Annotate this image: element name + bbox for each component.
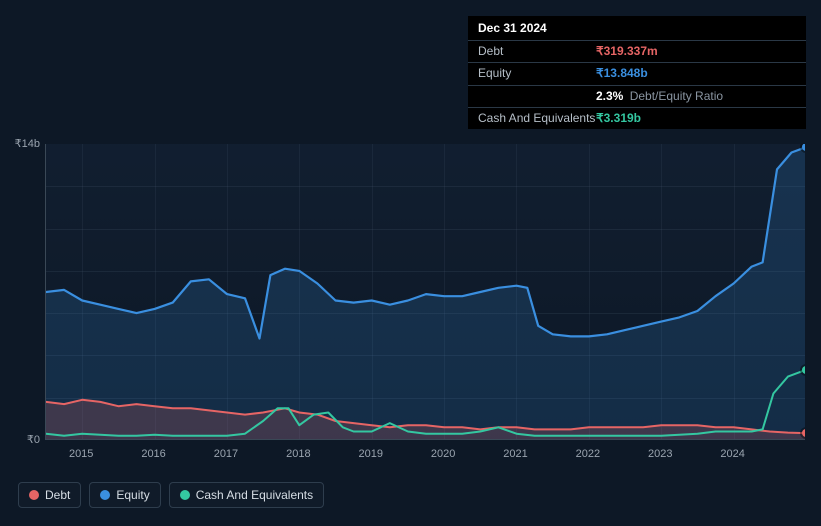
series-end-dot-debt: [802, 429, 805, 437]
tooltip-row-label: Equity: [478, 67, 596, 80]
legend-swatch: [29, 490, 39, 500]
legend-item-cash[interactable]: Cash And Equivalents: [169, 482, 324, 508]
y-axis-label: ₹0: [10, 433, 40, 446]
tooltip-row: Debt₹319.337m: [468, 40, 806, 62]
x-axis-label: 2020: [431, 448, 455, 460]
tooltip-row-value: ₹319.337m: [596, 45, 658, 58]
series-end-dot-cash: [802, 366, 805, 374]
x-axis-label: 2017: [214, 448, 238, 460]
x-axis-label: 2019: [358, 448, 382, 460]
tooltip-row: Cash And Equivalents₹3.319b: [468, 107, 806, 129]
x-axis-label: 2015: [69, 448, 93, 460]
legend-item-debt[interactable]: Debt: [18, 482, 81, 508]
tooltip-row-label: Cash And Equivalents: [478, 112, 596, 125]
legend-label: Cash And Equivalents: [196, 488, 313, 502]
legend: Debt Equity Cash And Equivalents: [18, 482, 324, 508]
chart-plot-area[interactable]: [45, 144, 805, 440]
x-axis-label: 2016: [141, 448, 165, 460]
tooltip-row-suffix: Debt/Equity Ratio: [626, 89, 723, 103]
y-axis-label: ₹14b: [10, 137, 40, 150]
tooltip-date: Dec 31 2024: [468, 16, 806, 40]
x-axis-label: 2021: [503, 448, 527, 460]
tooltip-row: 2.3% Debt/Equity Ratio: [468, 85, 806, 107]
data-tooltip: Dec 31 2024 Debt₹319.337mEquity₹13.848b2…: [468, 16, 806, 129]
legend-label: Equity: [116, 488, 149, 502]
tooltip-row: Equity₹13.848b: [468, 62, 806, 84]
legend-swatch: [180, 490, 190, 500]
legend-item-equity[interactable]: Equity: [89, 482, 160, 508]
tooltip-row-value: 2.3% Debt/Equity Ratio: [596, 90, 723, 103]
series-end-dot-equity: [802, 144, 805, 151]
x-axis-label: 2023: [648, 448, 672, 460]
legend-swatch: [100, 490, 110, 500]
tooltip-row-label: [478, 90, 596, 103]
tooltip-row-value: ₹3.319b: [596, 112, 641, 125]
x-axis-label: 2024: [720, 448, 744, 460]
tooltip-row-label: Debt: [478, 45, 596, 58]
legend-label: Debt: [45, 488, 70, 502]
x-axis-label: 2022: [576, 448, 600, 460]
tooltip-row-value: ₹13.848b: [596, 67, 648, 80]
chart-svg: [46, 144, 805, 440]
x-axis-label: 2018: [286, 448, 310, 460]
